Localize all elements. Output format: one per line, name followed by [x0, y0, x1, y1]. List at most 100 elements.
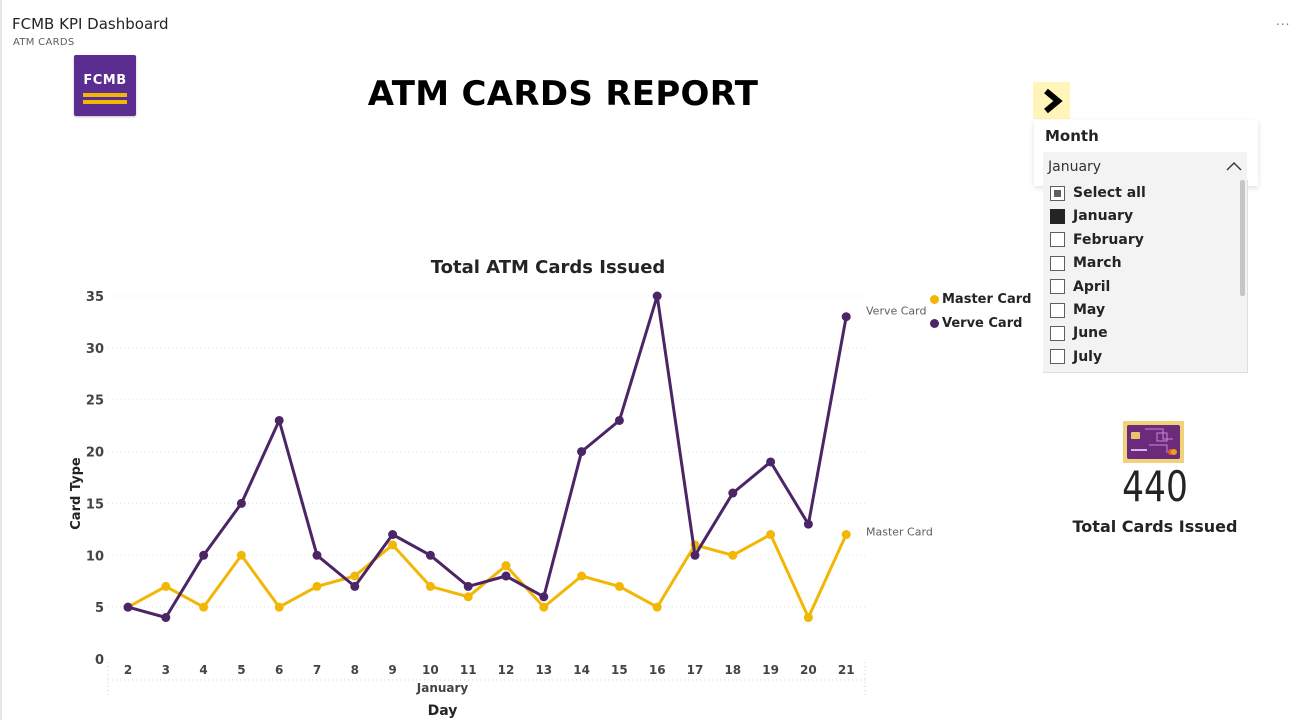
- data-point: [614, 581, 624, 591]
- month-option[interactable]: May: [1050, 299, 1235, 321]
- kpi-label: Total Cards Issued: [1072, 517, 1238, 536]
- logo-stripe: [83, 100, 127, 104]
- legend-label: Verve Card: [942, 315, 1023, 331]
- data-point: [803, 519, 813, 529]
- data-point: [425, 581, 435, 591]
- x-group-label: January: [416, 681, 469, 695]
- legend-item[interactable]: Verve Card: [930, 311, 1031, 335]
- month-option[interactable]: June: [1050, 322, 1235, 344]
- x-tick-label: 5: [237, 663, 245, 677]
- x-tick-label: 6: [275, 663, 283, 677]
- data-point: [614, 415, 624, 425]
- data-point: [199, 550, 209, 560]
- month-option[interactable]: Select all: [1050, 182, 1235, 204]
- data-point: [728, 550, 738, 560]
- legend-item[interactable]: Master Card: [930, 287, 1031, 311]
- x-tick-label: 8: [351, 663, 359, 677]
- y-tick-label: 25: [86, 394, 104, 409]
- logo-stripe: [83, 93, 127, 97]
- data-point: [350, 571, 360, 581]
- checkbox[interactable]: [1050, 302, 1065, 318]
- chart-title: Total ATM Cards Issued: [430, 257, 666, 278]
- x-tick-label: 2: [124, 663, 132, 677]
- credit-card-icon: [1127, 425, 1180, 459]
- checkbox[interactable]: [1050, 255, 1065, 271]
- data-point: [388, 530, 398, 540]
- option-label: May: [1073, 302, 1106, 318]
- data-point: [501, 561, 511, 571]
- data-point: [690, 550, 700, 560]
- legend-marker: [930, 294, 939, 304]
- report-title: FCMB KPI Dashboard: [12, 15, 169, 33]
- legend-marker: [930, 318, 939, 328]
- data-point: [274, 415, 284, 425]
- series-end-label: Verve Card: [866, 305, 926, 318]
- data-point: [388, 540, 398, 550]
- slicer-scrollbar[interactable]: [1240, 180, 1245, 296]
- y-tick-label: 20: [86, 446, 104, 461]
- x-tick-label: 19: [762, 663, 779, 677]
- x-tick-label: 7: [313, 663, 321, 677]
- y-tick-label: 35: [86, 290, 104, 305]
- option-label: Select all: [1073, 185, 1146, 201]
- x-tick-label: 21: [838, 663, 855, 677]
- month-option[interactable]: February: [1050, 229, 1235, 251]
- option-label: February: [1073, 231, 1144, 248]
- series-line: [127, 294, 848, 619]
- month-option[interactable]: January: [1050, 205, 1235, 227]
- option-label: January: [1073, 208, 1134, 225]
- data-point: [766, 530, 776, 540]
- data-point: [425, 550, 435, 560]
- page-heading: ATM CARDS REPORT: [367, 74, 759, 114]
- more-options-button[interactable]: ...: [1276, 14, 1291, 28]
- checkbox[interactable]: [1050, 208, 1065, 224]
- month-option[interactable]: July: [1050, 346, 1235, 368]
- data-point: [161, 613, 171, 623]
- x-tick-label: 3: [162, 663, 170, 677]
- y-tick-label: 0: [95, 653, 104, 668]
- month-dropdown[interactable]: January: [1043, 152, 1247, 182]
- data-point: [312, 581, 322, 591]
- data-point: [577, 447, 587, 457]
- month-slicer: Month January: [1034, 120, 1258, 186]
- checkbox[interactable]: [1050, 325, 1065, 341]
- chevron-up-icon: [1226, 162, 1242, 171]
- data-point: [539, 602, 549, 612]
- month-option[interactable]: March: [1050, 252, 1235, 274]
- chart-legend: Master Card Verve Card: [930, 287, 1031, 335]
- data-point: [501, 571, 511, 581]
- line-chart: 0 5 10 15 20 25 30 35 2 3 4 5 6 7 8 9 10 11 12 13 14 15 16 17 18…: [69, 290, 933, 719]
- x-tick-label: 16: [649, 663, 666, 677]
- dropdown-selected-value: January: [1048, 159, 1102, 175]
- navigate-next-button[interactable]: [1033, 82, 1070, 119]
- y-tick-label: 15: [86, 497, 104, 512]
- data-point: [577, 571, 587, 581]
- checkbox[interactable]: [1050, 349, 1065, 365]
- data-point: [350, 581, 360, 591]
- data-point: [652, 602, 662, 612]
- x-axis-title: Day: [428, 703, 458, 719]
- checkbox[interactable]: [1050, 279, 1065, 295]
- data-point: [652, 291, 662, 301]
- checkbox[interactable]: [1050, 232, 1065, 248]
- canvas-edge: [0, 0, 2, 720]
- y-tick-label: 30: [86, 342, 104, 357]
- month-option[interactable]: April: [1050, 276, 1235, 298]
- data-point: [236, 498, 246, 508]
- fcmb-logo: FCMB: [74, 55, 136, 116]
- data-point: [463, 581, 473, 591]
- x-tick-label: 12: [498, 663, 515, 677]
- data-point: [539, 592, 549, 602]
- data-point: [463, 592, 473, 602]
- checkbox[interactable]: [1050, 185, 1065, 201]
- data-point: [841, 312, 851, 322]
- legend-label: Master Card: [942, 291, 1032, 307]
- x-tick-label: 4: [199, 663, 207, 677]
- y-axis-title: Card Type: [69, 457, 84, 530]
- data-point: [728, 488, 738, 498]
- x-tick-label: 15: [611, 663, 628, 677]
- option-label: June: [1073, 325, 1108, 342]
- x-tick-label: 11: [460, 663, 477, 677]
- report-subtitle: ATM CARDS: [13, 37, 75, 48]
- option-label: April: [1073, 278, 1111, 295]
